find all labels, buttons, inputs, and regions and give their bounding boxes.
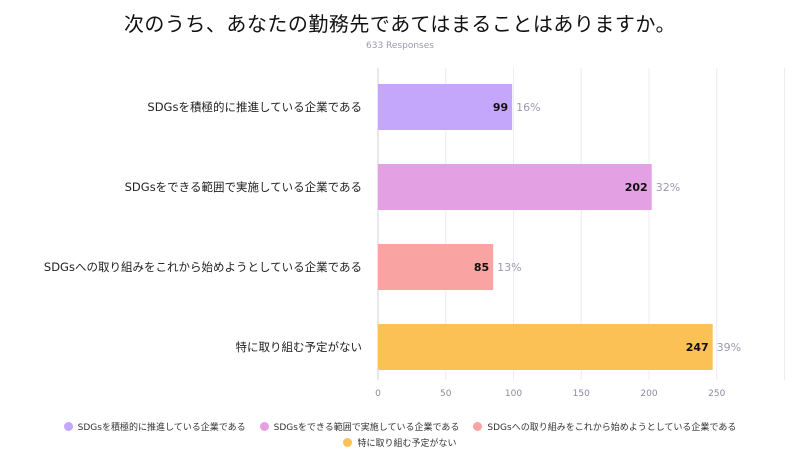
bar — [378, 244, 494, 290]
percent-label: 32% — [656, 181, 680, 194]
bar — [378, 164, 652, 210]
legend-item[interactable]: SDGsを積極的に推進している企業である — [63, 420, 246, 433]
x-tick-label: 250 — [708, 389, 725, 399]
x-tick-label: 0 — [375, 389, 381, 399]
chart-title: 次のうち、あなたの勤務先であてはまることはありますか。 — [123, 12, 677, 36]
value-label: 202 — [625, 181, 648, 194]
value-label: 85 — [474, 261, 489, 274]
x-tick-label: 100 — [505, 389, 522, 399]
legend-swatch — [473, 422, 483, 431]
x-tick-label: 50 — [440, 389, 452, 399]
percent-label: 39% — [717, 341, 741, 354]
legend-label: 特に取り組む予定がない — [357, 439, 457, 449]
category-label: 特に取り組む予定がない — [236, 340, 363, 354]
legend-label: SDGsへの取り組みをこれから始めようとしている企業である — [487, 423, 737, 433]
legend-row: SDGsを積極的に推進している企業である SDGsをできる範囲で実施している企業で… — [0, 420, 800, 433]
response-count: 633 Responses — [366, 41, 434, 51]
category-label: SDGsをできる範囲で実施している企業である — [125, 180, 362, 194]
legend-item[interactable]: SDGsをできる範囲で実施している企業である — [259, 420, 460, 433]
x-tick-label: 150 — [573, 389, 590, 399]
value-label: 247 — [686, 341, 709, 354]
percent-label: 16% — [516, 101, 540, 114]
legend-swatch — [63, 422, 73, 431]
bar-chart: 0 50 100 150 200 250 SDGsを積極的に推進している企業である 99 16%… — [44, 68, 785, 399]
legend-row: 特に取り組む予定がない — [0, 436, 800, 449]
legend-swatch — [343, 438, 353, 447]
category-label: SDGsへの取り組みをこれから始めようとしている企業である — [44, 260, 362, 274]
legend-item[interactable]: SDGsへの取り組みをこれから始めようとしている企業である — [473, 420, 736, 433]
x-tick-label: 200 — [640, 389, 657, 399]
percent-label: 13% — [497, 261, 521, 274]
bar — [378, 84, 513, 130]
legend-label: SDGsを積極的に推進している企業である — [77, 423, 246, 433]
category-label: SDGsを積極的に推進している企業である — [147, 100, 362, 114]
chart-legend: SDGsを積極的に推進している企業である SDGsをできる範囲で実施している企業で… — [0, 420, 800, 452]
legend-swatch — [259, 422, 269, 431]
bar — [378, 324, 713, 370]
legend-label: SDGsをできる範囲で実施している企業である — [273, 423, 460, 433]
legend-item[interactable]: 特に取り組む予定がない — [343, 436, 457, 449]
value-label: 99 — [493, 101, 508, 114]
